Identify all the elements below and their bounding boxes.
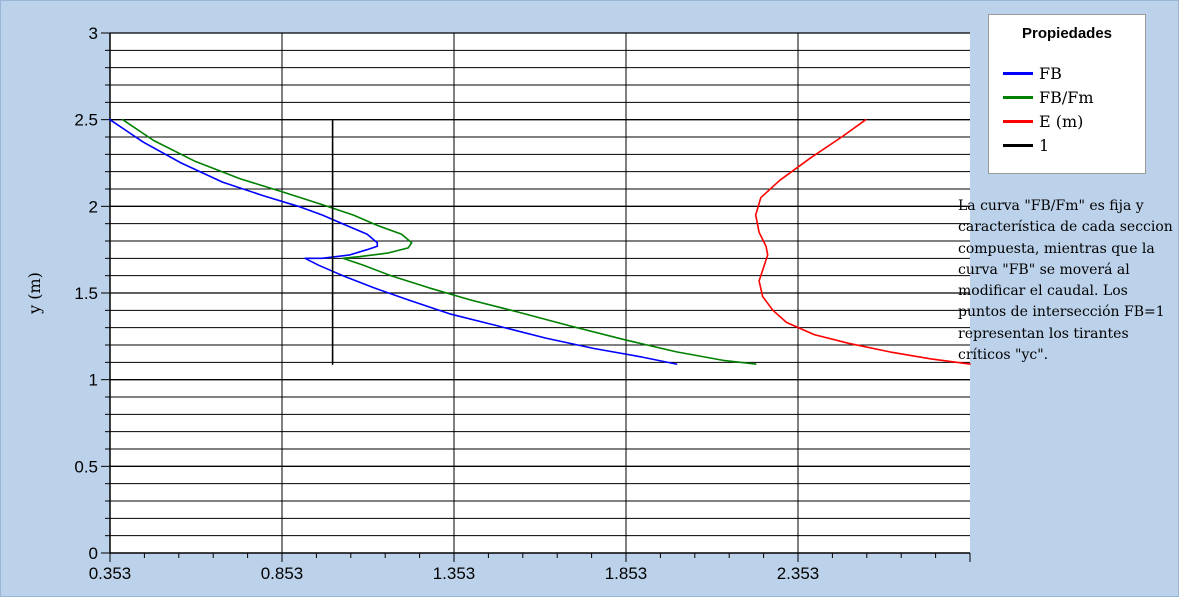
legend: Propiedades FB FB/Fm E (m) 1 [988,14,1146,174]
x-tick-label: 0.853 [261,564,304,583]
y-tick-label: 0 [89,544,98,563]
legend-item-e: E (m) [1003,111,1143,133]
legend-swatch-fb [1003,72,1033,75]
series-line-fb-fm [121,118,757,365]
y-tick-label: 2 [89,197,98,216]
explanation-note: La curva "FB/Fm" es fija y característic… [958,198,1173,364]
series-line-fb [109,118,678,365]
x-tick-label: 0.353 [89,564,132,583]
legend-swatch-fb-fm [1003,96,1033,99]
series-layer [109,118,971,365]
legend-swatch-e [1003,120,1033,123]
legend-label-fb-fm: FB/Fm [1039,88,1094,107]
grid-major [110,32,970,553]
y-tick-label: 0.5 [74,457,98,476]
y-axis-label: y (m) [25,272,44,315]
grid-minor [110,49,970,537]
legend-label-one: 1 [1039,136,1050,155]
x-axis-ticks: 0.353 0.853 1.353 1.853 2.353 [89,553,971,583]
legend-label-fb: FB [1039,64,1062,83]
legend-item-fb: FB [1003,63,1143,85]
legend-label-e: E (m) [1039,112,1084,131]
y-tick-label: 1 [89,371,98,390]
y-tick-label: 2.5 [74,111,98,130]
x-tick-label: 1.353 [433,564,476,583]
y-tick-label: 1.5 [74,284,98,303]
legend-title: Propiedades [1021,25,1113,42]
y-axis-ticks: 0 0.5 1 1.5 2 2.5 3 [74,24,110,563]
legend-item-one: 1 [1003,135,1143,157]
legend-item-fb-fm: FB/Fm [1003,87,1143,109]
x-tick-label: 2.353 [777,564,820,583]
series-line-e-m [754,118,971,365]
y-tick-label: 3 [89,24,98,43]
legend-swatch-one [1003,144,1033,147]
x-tick-label: 1.853 [605,564,648,583]
